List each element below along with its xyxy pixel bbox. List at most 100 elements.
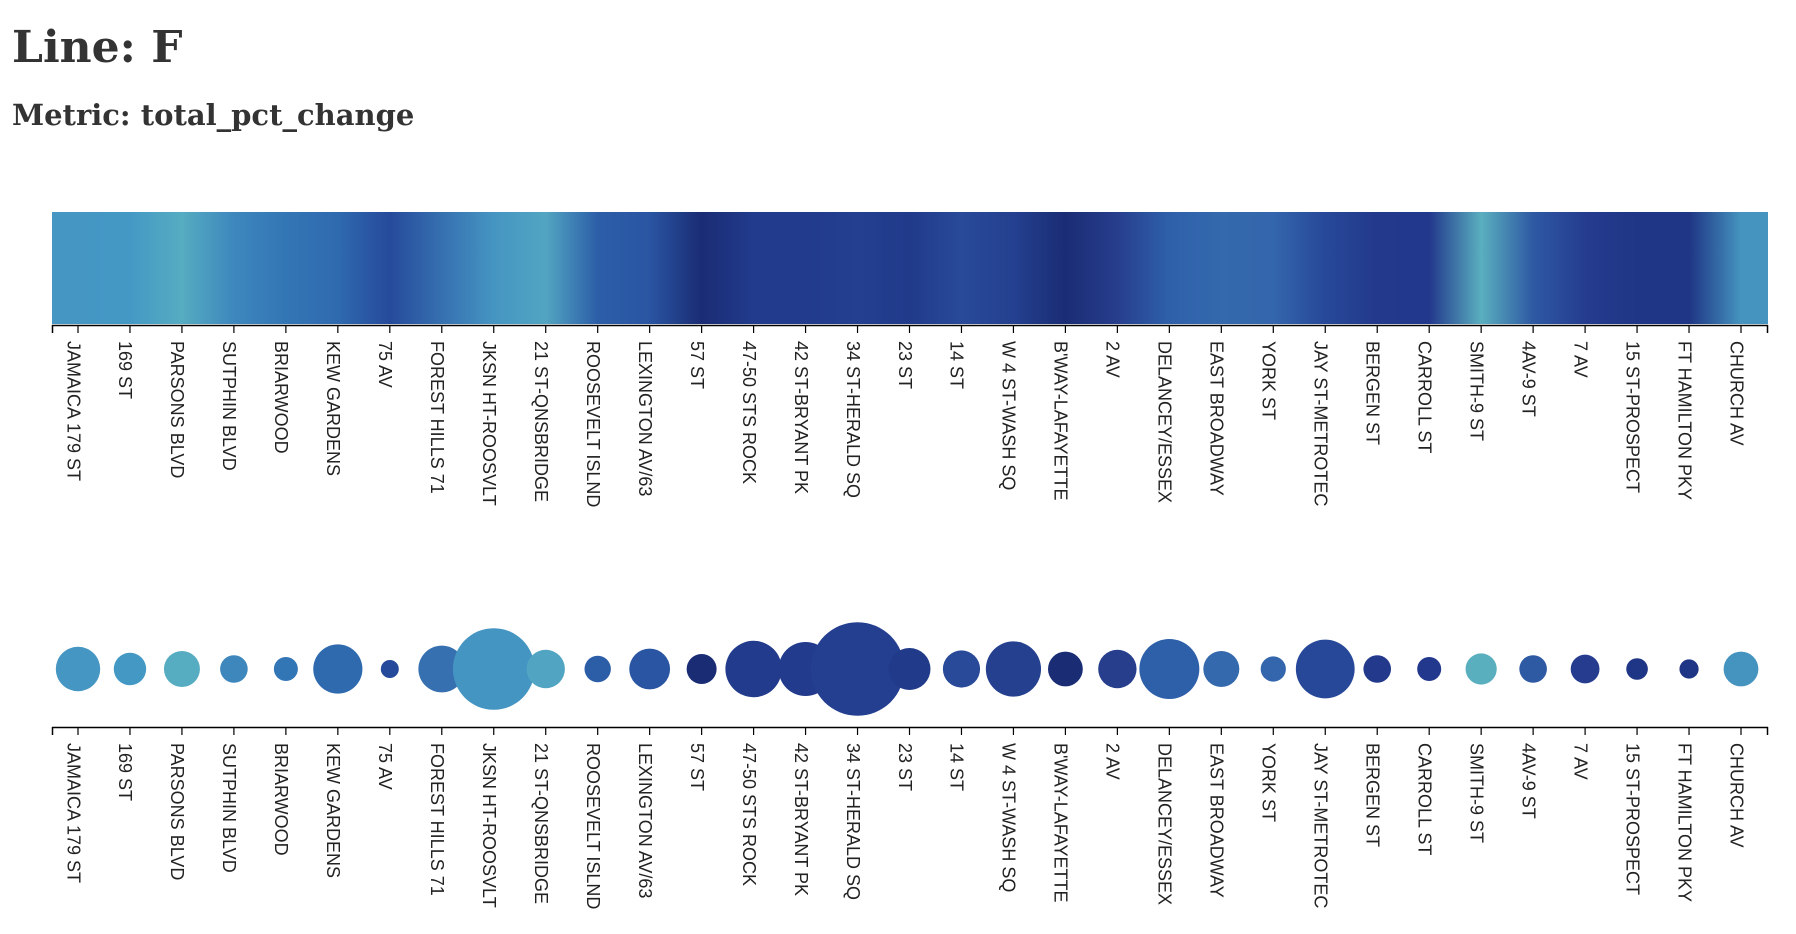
station-tick-label: KEW GARDENS [323,743,343,878]
station-tick-label: 169 ST [115,743,135,801]
station-tick-label: CARROLL ST [1414,341,1434,453]
station-tick-label: YORK ST [1259,341,1279,420]
station-tick-label: 21 ST-QNSBRIDGE [531,341,551,502]
station-tick-label: 14 ST [947,743,967,791]
station-tick-label: 15 ST-PROSPECT [1622,743,1642,895]
station-tick-label: 47-50 STS ROCK [739,743,759,886]
station-tick-label: DELANCEY/ESSEX [1155,341,1175,503]
station-tick-label: JKSN HT-ROOSVLT [479,341,499,506]
station-tick-label: FOREST HILLS 71 [427,743,447,896]
station-tick-label: ROOSEVELT ISLND [583,341,603,507]
station-tick-label: 42 ST-BRYANT PK [791,743,811,896]
station-tick-label: 4AV-9 ST [1518,341,1538,417]
station-bubble[interactable] [418,645,466,693]
station-tick-label: 47-50 STS ROCK [739,341,759,484]
station-tick-label: YORK ST [1259,743,1279,822]
station-bubble[interactable] [1098,649,1137,689]
station-bubble[interactable] [686,654,717,684]
station-bubble[interactable] [1519,655,1547,683]
station-tick-label: FT HAMILTON PKY [1674,743,1694,902]
station-tick-label: PARSONS BLVD [167,743,187,880]
station-bubble[interactable] [1048,651,1083,687]
station-tick-label: JKSN HT-ROOSVLT [479,743,499,908]
station-tick-label: 169 ST [115,341,135,399]
bottom-station-axis: JAMAICA 179 ST 169 ST PARSONS BLVD SUTPHIN … [51,726,1769,909]
station-tick-label: 2 AV [1103,743,1123,780]
station-bubble[interactable] [1723,651,1759,687]
station-bubble[interactable] [273,657,298,681]
station-tick-label: SUTPHIN BLVD [219,341,239,471]
station-tick-label: JAMAICA 179 ST [63,341,83,481]
station-bubble[interactable] [380,660,399,678]
station-bubble[interactable] [1139,639,1200,699]
bubble-row [55,622,1759,716]
station-bubble[interactable] [1679,659,1699,679]
station-bubble[interactable] [1203,651,1240,687]
gradient-strip [52,212,1768,324]
station-tick-label: EAST BROADWAY [1207,743,1227,898]
station-tick-label: 15 ST-PROSPECT [1622,341,1642,493]
station-tick-label: 7 AV [1570,743,1590,780]
station-tick-label: 4AV-9 ST [1518,743,1538,819]
station-bubble[interactable] [888,648,931,690]
station-tick-label: BRIARWOOD [271,341,291,454]
station-bubble[interactable] [1626,658,1648,680]
station-bubble[interactable] [163,651,200,687]
station-tick-label: 21 ST-QNSBRIDGE [531,743,551,904]
station-tick-label: 42 ST-BRYANT PK [791,341,811,494]
station-tick-label: B'WAY-LAFAYETTE [1051,743,1071,902]
station-tick-label: W 4 ST-WASH SQ [999,743,1019,892]
station-bubble[interactable] [1295,639,1355,699]
station-bubble[interactable] [725,640,782,698]
metric-subtitle: Metric: total_pct_change [12,98,415,132]
station-bubble[interactable] [313,644,363,694]
station-bubble[interactable] [113,652,147,686]
station-tick-label: BRIARWOOD [271,743,291,856]
chart-title: Line: F [12,22,183,73]
station-tick-label: W 4 ST-WASH SQ [999,341,1019,490]
station-tick-label: JAY ST-METROTEC [1311,341,1331,506]
station-bubble[interactable] [1465,653,1497,685]
station-tick-label: CARROLL ST [1414,743,1434,855]
station-bubble[interactable] [1363,655,1392,683]
station-tick-label: EAST BROADWAY [1207,341,1227,496]
station-tick-label: 75 AV [375,743,395,790]
station-bubble[interactable] [526,649,565,689]
station-tick-label: 34 ST-HERALD SQ [843,743,863,900]
station-tick-label: 34 ST-HERALD SQ [843,341,863,498]
station-bubble[interactable] [942,650,981,688]
station-tick-label: CHURCH AV [1726,743,1746,848]
station-bubble[interactable] [1260,656,1286,682]
station-tick-label: BERGEN ST [1362,743,1382,847]
station-tick-label: 75 AV [375,341,395,388]
station-tick-label: KEW GARDENS [323,341,343,476]
station-tick-label: ROOSEVELT ISLND [583,743,603,909]
station-tick-label: 14 ST [947,341,967,389]
station-bubble[interactable] [452,628,535,710]
station-tick-label: SUTPHIN BLVD [219,743,239,873]
station-tick-label: DELANCEY/ESSEX [1155,743,1175,905]
station-tick-label: FOREST HILLS 71 [427,341,447,494]
station-tick-label: B'WAY-LAFAYETTE [1051,341,1071,500]
station-tick-label: PARSONS BLVD [167,341,187,478]
station-bubble[interactable] [629,648,671,690]
station-bubble[interactable] [985,641,1042,697]
station-tick-label: LEXINGTON AV/63 [635,341,655,496]
station-bubble[interactable] [584,655,611,683]
station-tick-label: 23 ST [895,743,915,791]
station-tick-label: JAY ST-METROTEC [1311,743,1331,908]
station-tick-label: 57 ST [687,341,707,389]
station-bubble[interactable] [810,622,905,716]
station-tick-label: BERGEN ST [1362,341,1382,445]
station-tick-label: 2 AV [1103,341,1123,378]
station-bubble[interactable] [1570,654,1600,684]
station-tick-label: 57 ST [687,743,707,791]
station-bubble[interactable] [220,655,248,683]
station-bubble[interactable] [1417,657,1442,681]
station-tick-label: FT HAMILTON PKY [1674,341,1694,500]
top-station-axis: JAMAICA 179 ST 169 ST PARSONS BLVD SUTPHIN … [51,324,1769,507]
station-tick-label: SMITH-9 ST [1466,743,1486,843]
station-bubble[interactable] [55,646,101,692]
station-tick-label: JAMAICA 179 ST [63,743,83,883]
